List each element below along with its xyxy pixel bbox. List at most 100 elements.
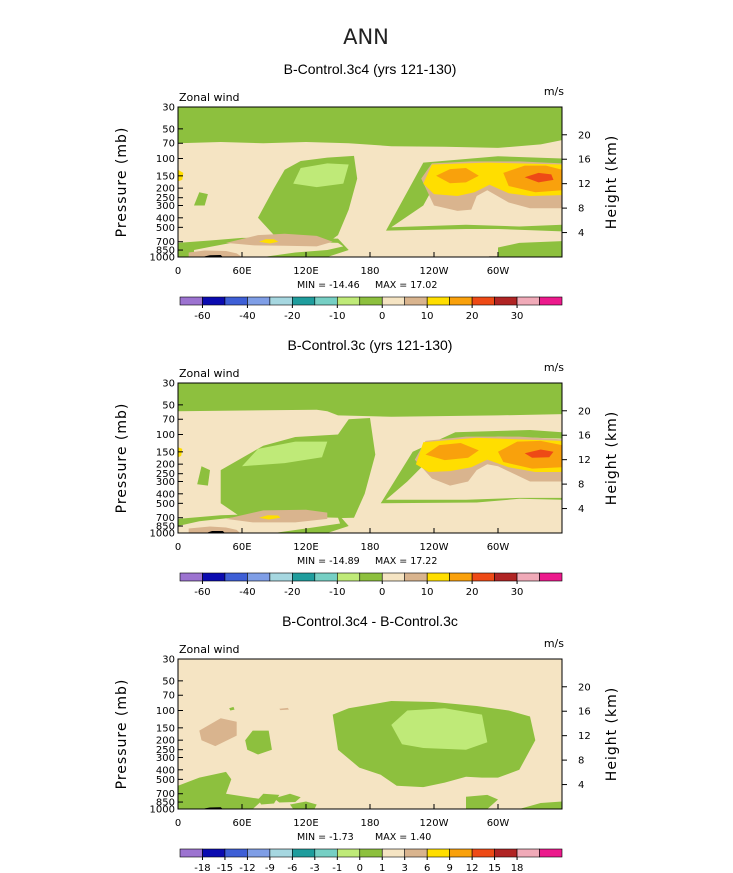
- colorbar-swatch: [426, 848, 450, 858]
- colorbar-swatch: [314, 572, 338, 582]
- contour-region-yellow: [259, 239, 279, 244]
- colorbar-swatch: [539, 572, 563, 582]
- colorbar-label: -9: [265, 863, 275, 873]
- colorbar-label: 10: [421, 587, 434, 598]
- x-tick-label: 120E: [293, 542, 318, 553]
- colorbar-swatch: [202, 296, 226, 306]
- x-tick-label: 180: [360, 818, 379, 829]
- colorbar-swatch: [224, 572, 248, 582]
- colorbar-label: 0: [357, 863, 363, 873]
- colorbar-swatch: [269, 572, 293, 582]
- y-tick-label: 150: [156, 723, 175, 734]
- colorbar-swatch: [247, 848, 271, 858]
- colorbar-swatch: [426, 572, 450, 582]
- contour-region-orange: [425, 443, 479, 461]
- y-tick-label: 50: [162, 124, 175, 135]
- height-tick-label: 20: [578, 406, 591, 417]
- colorbar-swatch: [247, 296, 271, 306]
- height-tick-label: 8: [578, 480, 584, 491]
- colorbar-label: 20: [466, 587, 479, 598]
- max-label: MAX = 1.40: [375, 832, 431, 843]
- colorbar-swatch: [381, 848, 406, 858]
- contour-region-green: [498, 241, 562, 257]
- units-label: m/s: [544, 85, 564, 98]
- x-tick-label: 60W: [487, 542, 510, 553]
- height-tick-label: 4: [578, 504, 584, 515]
- colorbar-swatch: [516, 296, 540, 306]
- y-axis-label-right: Height (km): [604, 135, 620, 229]
- colorbar-label: -6: [287, 863, 297, 873]
- contour-region-green: [274, 793, 301, 803]
- y-axis-label-right: Height (km): [604, 687, 620, 781]
- units-label: m/s: [544, 637, 564, 650]
- y-tick-label: 150: [156, 447, 175, 458]
- y-tick-label: 150: [156, 171, 175, 182]
- y-tick-label: 500: [156, 775, 175, 786]
- y-tick-label: 250: [156, 193, 175, 204]
- y-tick-label: 200: [156, 460, 175, 471]
- contour-region-tan: [188, 250, 242, 257]
- height-tick-label: 4: [578, 228, 584, 239]
- colorbar-swatch: [381, 572, 406, 582]
- corner-label-left: Zonal wind: [179, 91, 240, 104]
- colorbar-label: 18: [511, 863, 524, 873]
- x-tick-label: 180: [360, 266, 379, 277]
- colorbar-label: 12: [466, 863, 479, 873]
- contour-region-green: [220, 418, 376, 519]
- colorbar-label: -10: [329, 587, 345, 598]
- height-tick-label: 8: [578, 756, 584, 767]
- colorbar-swatch: [471, 848, 495, 858]
- x-tick-label: 60W: [487, 818, 510, 829]
- y-tick-label: 50: [162, 400, 175, 411]
- y-tick-label: 70: [162, 415, 175, 426]
- colorbar-label: -10: [329, 311, 345, 322]
- y-axis-label: Pressure (mb): [114, 403, 130, 514]
- colorbar-swatch: [202, 572, 226, 582]
- max-label: MAX = 17.02: [375, 280, 437, 291]
- colorbar-swatch: [292, 296, 316, 306]
- colorbar-label: -40: [239, 587, 255, 598]
- y-tick-label: 200: [156, 184, 175, 195]
- y-tick-label: 1000: [150, 529, 175, 540]
- colorbar-label: 0: [379, 311, 385, 322]
- colorbar-label: 10: [421, 311, 434, 322]
- y-tick-label: 1000: [150, 805, 175, 816]
- colorbar-swatch: [179, 572, 203, 582]
- contour-region-lightgreen: [391, 708, 488, 750]
- contour-region-tan: [199, 718, 237, 747]
- height-tick-label: 16: [578, 431, 591, 442]
- colorbar-label: -20: [284, 311, 300, 322]
- colorbar-swatch: [336, 296, 361, 306]
- contour-region-green: [197, 466, 210, 486]
- colorbar-swatch: [247, 572, 271, 582]
- y-tick-label: 400: [156, 765, 175, 776]
- colorbar-swatch: [539, 296, 563, 306]
- contour-region-green: [178, 107, 562, 148]
- y-tick-label: 200: [156, 736, 175, 747]
- y-tick-label: 700: [156, 237, 175, 248]
- contour-region-green: [178, 383, 562, 417]
- min-label: MIN = -14.46: [297, 280, 360, 291]
- y-tick-label: 70: [162, 139, 175, 150]
- y-tick-label: 30: [162, 655, 175, 666]
- y-tick-label: 100: [156, 154, 175, 165]
- colorbar-label: -60: [194, 311, 210, 322]
- corner-label-left: Zonal wind: [179, 367, 240, 380]
- contour-region-yellow: [259, 515, 281, 520]
- colorbar-label: 15: [488, 863, 501, 873]
- contour-region-green: [229, 706, 235, 711]
- y-tick-label: 30: [162, 379, 175, 390]
- x-tick-label: 60E: [232, 542, 251, 553]
- contour-region-green: [178, 771, 264, 809]
- contour-region-green: [519, 801, 562, 809]
- colorbar-swatch: [336, 848, 361, 858]
- colorbar-swatch: [359, 848, 383, 858]
- x-tick-label: 0: [175, 266, 181, 277]
- height-tick-label: 4: [578, 780, 584, 791]
- colorbar-label: -20: [284, 587, 300, 598]
- panel-title: B-Control.3c4 (yrs 121-130): [284, 61, 457, 77]
- colorbar-label: -12: [239, 863, 255, 873]
- y-tick-label: 850: [156, 522, 175, 533]
- y-tick-label: 100: [156, 706, 175, 717]
- y-tick-label: 500: [156, 223, 175, 234]
